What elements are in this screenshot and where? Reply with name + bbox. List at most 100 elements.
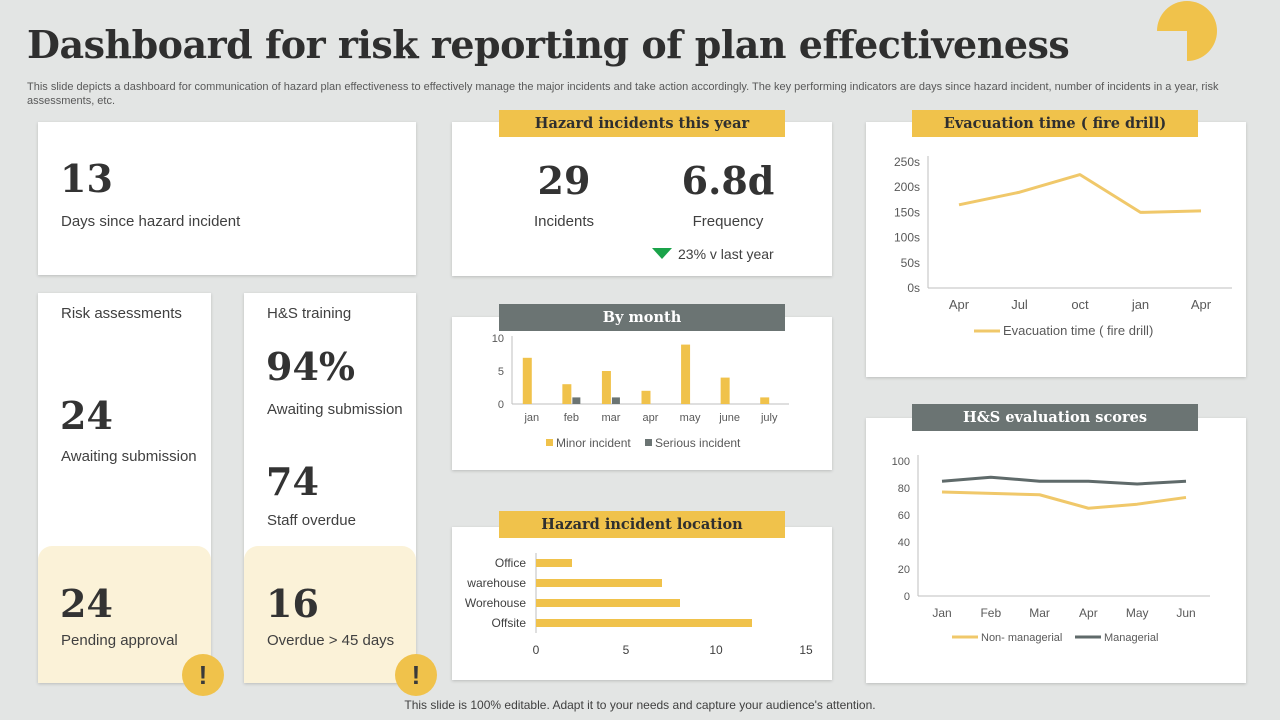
legend-swatch-minor xyxy=(546,439,553,446)
x-tick-label: Apr xyxy=(1079,606,1098,620)
bar-location xyxy=(536,599,680,607)
legend-label: Managerial xyxy=(1104,632,1158,644)
category-label: Offsite xyxy=(492,616,527,630)
y-tick-label: 0 xyxy=(498,399,504,411)
y-tick-label: 100 xyxy=(892,456,910,468)
legend-label-serious: Serious incident xyxy=(655,436,741,450)
bar-minor-incident xyxy=(760,397,770,404)
bar-location xyxy=(536,559,572,567)
hs-training-card: H&S training 94% Awaiting submission 74 … xyxy=(244,293,416,683)
y-tick-label: 0 xyxy=(904,591,910,603)
decorative-circle xyxy=(1157,1,1217,61)
by-month-card: 10 5 0 jan feb mar apr may june july Minor inciden… xyxy=(452,317,832,470)
x-tick-label: Apr xyxy=(949,297,970,312)
x-tick-label: Mar xyxy=(1029,606,1050,620)
training-awaiting-value: 94% xyxy=(266,344,355,389)
hs-training-title: H&S training xyxy=(267,305,352,322)
y-tick-label: 0s xyxy=(907,281,920,295)
x-tick-label: jan xyxy=(523,412,539,424)
category-label: warehouse xyxy=(466,576,526,590)
y-tick-label: 100s xyxy=(894,231,920,245)
pending-highlight xyxy=(38,546,211,683)
training-overdue-value: 74 xyxy=(266,459,319,504)
y-tick-label: 40 xyxy=(898,537,910,549)
x-tick-label: apr xyxy=(643,412,659,424)
risk-assessments-card: Risk assessments 24 Awaiting submission … xyxy=(38,293,211,683)
frequency-value: 6.8d xyxy=(681,158,775,203)
bar-minor-incident xyxy=(522,357,532,404)
y-tick-label: 200s xyxy=(894,180,920,194)
by-month-banner: By month xyxy=(499,304,785,331)
page-title: Dashboard for risk reporting of plan eff… xyxy=(27,22,1070,67)
x-tick-label: Apr xyxy=(1191,297,1212,312)
x-tick-label: july xyxy=(760,412,778,424)
x-tick-label: 15 xyxy=(799,643,813,657)
risk-assessments-title: Risk assessments xyxy=(61,305,182,322)
y-tick-label: 150s xyxy=(894,205,920,219)
risk-pending-label: Pending approval xyxy=(61,632,178,649)
evacuation-banner: Evacuation time ( fire drill) xyxy=(912,110,1198,137)
days-since-incident-label: Days since hazard incident xyxy=(61,213,241,230)
evaluation-chart: 100 80 60 40 20 0 Jan Feb Mar Apr May Jun Non- manag… xyxy=(892,455,1210,644)
days-since-incident-value: 13 xyxy=(60,156,113,201)
location-banner: Hazard incident location xyxy=(499,511,785,538)
y-tick-label: 80 xyxy=(898,483,910,495)
bar-minor-incident xyxy=(601,371,611,404)
by-month-chart: 10 5 0 jan feb mar apr may june july Minor inciden… xyxy=(492,333,789,450)
training-awaiting-label: Awaiting submission xyxy=(267,401,403,418)
location-card: Office warehouse Worehouse Offsite 0 5 10 15 xyxy=(452,527,832,680)
bar-location xyxy=(536,619,752,627)
risk-awaiting-value: 24 xyxy=(60,393,113,438)
x-tick-label: june xyxy=(718,412,740,424)
footer-note: This slide is 100% editable. Adapt it to… xyxy=(404,698,876,712)
legend-swatch-serious xyxy=(645,439,652,446)
x-tick-label: Jun xyxy=(1176,606,1195,620)
incidents-label: Incidents xyxy=(533,213,595,230)
y-tick-label: 250s xyxy=(894,155,920,169)
legend-label: Evacuation time ( fire drill) xyxy=(1003,323,1153,338)
x-tick-label: feb xyxy=(564,412,579,424)
evacuation-chart: 250s 200s 150s 100s 50s 0s Apr Jul oct jan Apr Evac… xyxy=(894,155,1232,338)
training-overdue-label: Staff overdue xyxy=(267,512,356,529)
location-chart: Office warehouse Worehouse Offsite 0 5 10 15 xyxy=(465,553,813,657)
frequency-label: Frequency xyxy=(692,213,764,230)
legend-label-minor: Minor incident xyxy=(556,436,631,450)
x-tick-label: 5 xyxy=(623,643,630,657)
page-description: This slide depicts a dashboard for commu… xyxy=(27,81,1219,107)
trend-text: 23% v last year xyxy=(678,246,774,262)
x-tick-label: 0 xyxy=(533,643,540,657)
x-tick-label: Jan xyxy=(932,606,951,620)
y-tick-label: 50s xyxy=(901,256,920,270)
x-tick-label: Feb xyxy=(980,606,1001,620)
series-line xyxy=(941,490,1187,510)
x-tick-label: May xyxy=(1126,606,1149,620)
y-tick-label: 60 xyxy=(898,510,910,522)
training-alert-icon: ! xyxy=(395,654,437,696)
y-tick-label: 10 xyxy=(492,333,504,345)
bar-serious-incident xyxy=(572,397,581,404)
evaluation-card: 100 80 60 40 20 0 Jan Feb Mar Apr May Jun Non- manag… xyxy=(866,418,1246,683)
bar-location xyxy=(536,579,662,587)
incidents-value: 29 xyxy=(537,158,591,203)
trend-down-icon xyxy=(652,248,672,259)
y-tick-label: 5 xyxy=(498,366,504,378)
risk-pending-value: 24 xyxy=(60,581,113,626)
evaluation-banner: H&S evaluation scores xyxy=(912,404,1198,431)
bar-minor-incident xyxy=(641,390,651,404)
bar-minor-incident xyxy=(562,384,572,404)
incidents-banner: Hazard incidents this year xyxy=(499,110,785,137)
y-tick-label: 20 xyxy=(898,564,910,576)
risk-awaiting-label: Awaiting submission xyxy=(61,448,197,465)
bar-serious-incident xyxy=(611,397,620,404)
x-tick-label: jan xyxy=(1131,297,1149,312)
training-overdue45-value: 16 xyxy=(266,581,319,626)
days-since-incident-card: 13 Days since hazard incident xyxy=(38,122,416,275)
overdue-highlight xyxy=(244,546,416,683)
risk-alert-icon: ! xyxy=(182,654,224,696)
incidents-card: 29 Incidents 6.8d Frequency 23% v last y… xyxy=(452,122,832,276)
evacuation-card: 250s 200s 150s 100s 50s 0s Apr Jul oct jan Apr Evac… xyxy=(866,122,1246,377)
category-label: Office xyxy=(495,556,526,570)
bar-minor-incident xyxy=(720,377,730,404)
x-tick-label: mar xyxy=(601,412,620,424)
x-tick-label: 10 xyxy=(709,643,723,657)
